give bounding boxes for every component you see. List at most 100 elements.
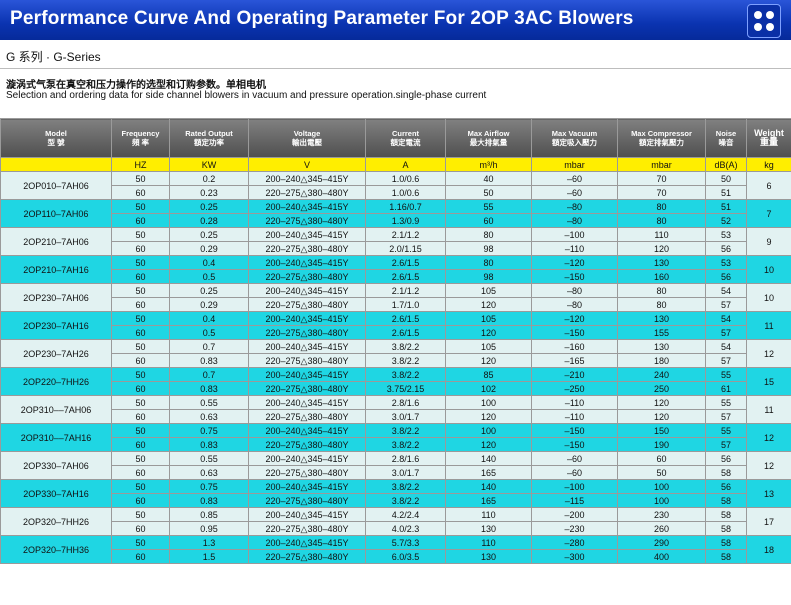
weight-cell: 15 — [746, 367, 791, 396]
model-cell: 2OP220–7HH26 — [0, 367, 112, 396]
vacuum-cell: –80 — [531, 199, 618, 214]
noise-cell: 54 — [705, 311, 747, 326]
vacuum-cell: –110 — [531, 241, 618, 256]
airflow-cell: 110 — [445, 507, 532, 522]
noise-cell: 53 — [705, 255, 747, 270]
current-cell: 3.8/2.2 — [365, 367, 446, 382]
voltage-cell: 200–240△345–415Y — [248, 423, 366, 438]
airflow-cell: 120 — [445, 297, 532, 312]
voltage-cell: 200–240△345–415Y — [248, 199, 366, 214]
voltage-cell: 220–275△380–480Y — [248, 465, 366, 480]
compressor-cell: 180 — [617, 353, 706, 368]
column-header-cn: 頻 率 — [131, 138, 150, 147]
noise-cell: 55 — [705, 395, 747, 410]
voltage-cell: 200–240△345–415Y — [248, 311, 366, 326]
airflow-cell: 130 — [445, 549, 532, 564]
vacuum-cell: –100 — [531, 227, 618, 242]
airflow-cell: 98 — [445, 241, 532, 256]
noise-cell: 57 — [705, 325, 747, 340]
column-header: Noise 噪音 — [705, 118, 747, 158]
voltage-cell: 220–275△380–480Y — [248, 325, 366, 340]
compressor-cell: 130 — [617, 311, 706, 326]
airflow-cell: 50 — [445, 185, 532, 200]
model-cell: 2OP110–7AH06 — [0, 199, 112, 228]
table-row: 60 0.5 220–275△380–480Y 2.6/1.5 98 –150 160 56 — [1, 269, 791, 284]
table-row: 2OP310––7AH16 50 0.75 200–240△345–415Y 3.8/2… — [0, 423, 791, 452]
freq-cell: 50 — [111, 507, 170, 522]
model-cell: 2OP320–7HH26 — [0, 507, 112, 536]
current-cell: 5.7/3.3 — [365, 535, 446, 550]
model-cell: 2OP210–7AH16 — [0, 255, 112, 284]
airflow-cell: 105 — [445, 339, 532, 354]
current-cell: 4.0/2.3 — [365, 521, 446, 536]
airflow-cell: 130 — [445, 521, 532, 536]
airflow-cell: 102 — [445, 381, 532, 396]
voltage-cell: 220–275△380–480Y — [248, 521, 366, 536]
noise-cell: 50 — [705, 171, 747, 186]
freq-cell: 50 — [111, 451, 170, 466]
freq-cell: 60 — [111, 241, 170, 256]
model-cell: 2OP310––7AH06 — [0, 395, 112, 424]
compressor-cell: 155 — [617, 325, 706, 340]
power-cell: 0.85 — [169, 507, 249, 522]
divider — [0, 68, 791, 69]
model-cell: 2OP230–7AH16 — [0, 311, 112, 340]
model-cell: 2OP330–7AH16 — [0, 479, 112, 508]
compressor-cell: 110 — [617, 227, 706, 242]
table-row: 60 0.83 220–275△380–480Y 3.8/2.2 120 –165 180 5… — [1, 353, 791, 368]
airflow-cell: 98 — [445, 269, 532, 284]
airflow-cell: 120 — [445, 437, 532, 452]
current-cell: 2.6/1.5 — [365, 325, 446, 340]
table-row: 2OP230–7AH16 50 0.4 200–240△345–415Y 2.6/1.5… — [0, 311, 791, 340]
compressor-cell: 160 — [617, 269, 706, 284]
power-cell: 1.5 — [169, 549, 249, 564]
voltage-cell: 200–240△345–415Y — [248, 283, 366, 298]
weight-cell: 12 — [746, 451, 791, 480]
description-english: Selection and ordering data for side cha… — [6, 90, 487, 101]
table-row: 2OP210–7AH16 50 0.4 200–240△345–415Y 2.6/1.5… — [0, 255, 791, 284]
unit-cell: mbar — [617, 157, 706, 172]
vacuum-cell: –150 — [531, 325, 618, 340]
freq-cell: 60 — [111, 549, 170, 564]
four-dots-grid-icon[interactable] — [747, 4, 781, 38]
noise-cell: 56 — [705, 241, 747, 256]
unit-cell — [0, 157, 112, 172]
page-title: Performance Curve And Operating Paramete… — [10, 8, 634, 29]
model-cell: 2OP310––7AH16 — [0, 423, 112, 452]
current-cell: 1.16/0.7 — [365, 199, 446, 214]
airflow-cell: 85 — [445, 367, 532, 382]
table-row: 2OP210–7AH06 50 0.25 200–240△345–415Y 2.1/1.… — [0, 227, 791, 256]
compressor-cell: 80 — [617, 297, 706, 312]
airflow-cell: 105 — [445, 283, 532, 298]
current-cell: 3.75/2.15 — [365, 381, 446, 396]
voltage-cell: 220–275△380–480Y — [248, 353, 366, 368]
noise-cell: 57 — [705, 353, 747, 368]
noise-cell: 56 — [705, 479, 747, 494]
power-cell: 0.29 — [169, 241, 249, 256]
vacuum-cell: –80 — [531, 297, 618, 312]
column-header: Max Vacuum 額定吸入壓力 — [531, 118, 618, 158]
unit-cell: HZ — [111, 157, 170, 172]
freq-cell: 50 — [111, 311, 170, 326]
weight-cell: 17 — [746, 507, 791, 536]
table-row: 60 0.83 220–275△380–480Y 3.8/2.2 165 –115 100 5… — [1, 493, 791, 508]
airflow-cell: 55 — [445, 199, 532, 214]
weight-cell: 18 — [746, 535, 791, 564]
table-row: 2OP230–7AH26 50 0.7 200–240△345–415Y 3.8/2.2… — [0, 339, 791, 368]
freq-cell: 50 — [111, 367, 170, 382]
current-cell: 2.6/1.5 — [365, 255, 446, 270]
noise-cell: 54 — [705, 339, 747, 354]
noise-cell: 57 — [705, 409, 747, 424]
compressor-cell: 230 — [617, 507, 706, 522]
noise-cell: 51 — [705, 199, 747, 214]
power-cell: 0.83 — [169, 381, 249, 396]
vacuum-cell: –150 — [531, 423, 618, 438]
power-cell: 0.63 — [169, 465, 249, 480]
vacuum-cell: –60 — [531, 171, 618, 186]
freq-cell: 60 — [111, 353, 170, 368]
power-cell: 0.5 — [169, 269, 249, 284]
voltage-cell: 200–240△345–415Y — [248, 255, 366, 270]
power-cell: 0.75 — [169, 479, 249, 494]
weight-cell: 11 — [746, 395, 791, 424]
column-header-cn: 重量 — [759, 137, 778, 147]
